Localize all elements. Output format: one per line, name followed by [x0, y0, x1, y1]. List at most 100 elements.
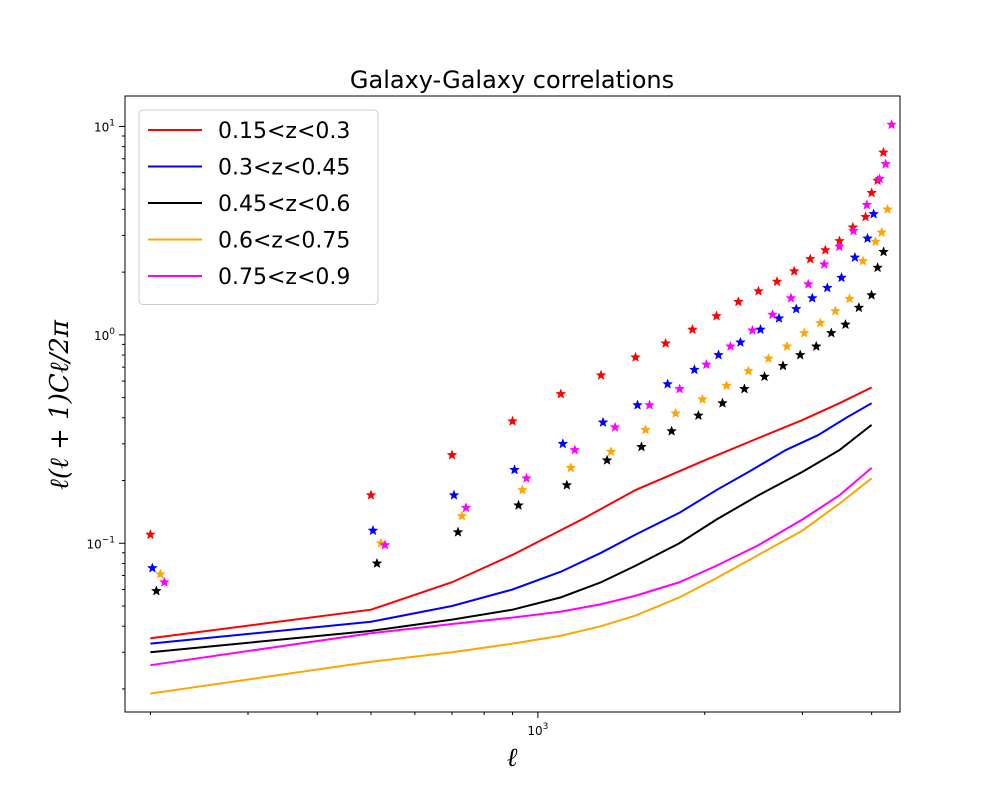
plot-area	[144, 118, 898, 695]
series-3-marker	[759, 370, 770, 382]
series-5-marker	[880, 158, 892, 169]
y-tick-label: 100	[94, 327, 115, 343]
series-5-marker	[785, 292, 797, 303]
y-tick-label: 10−1	[86, 535, 115, 551]
series-3-marker	[452, 526, 464, 537]
series-1-marker	[660, 337, 672, 349]
chart-title: Galaxy-Galaxy correlations	[350, 66, 674, 94]
series-2-marker	[849, 251, 861, 263]
series-5-marker	[460, 502, 472, 513]
series-2-marker	[597, 416, 609, 428]
series-1-marker	[732, 296, 744, 307]
series-5-marker	[833, 240, 845, 252]
series-4-marker	[456, 510, 468, 521]
series-5-marker	[746, 324, 758, 336]
series-3-marker	[878, 246, 890, 257]
series-5-marker	[609, 421, 621, 432]
series-3-marker	[717, 397, 728, 408]
series-2-marker	[773, 312, 785, 323]
series-4-marker	[670, 407, 682, 418]
series-2-marker	[713, 349, 724, 360]
series-2-marker	[688, 364, 700, 375]
series-2-marker	[509, 464, 520, 475]
series-2-marker	[806, 292, 818, 303]
series-2-marker	[557, 438, 569, 449]
series-3-marker	[692, 409, 704, 421]
series-5-marker	[379, 539, 391, 550]
legend-entry: 0.75<z<0.9	[218, 265, 350, 290]
y-tick-label: 101	[94, 118, 115, 134]
y-axis-label: ℓ(ℓ + 1)Cℓ/2π	[45, 319, 75, 490]
series-4-marker	[640, 424, 651, 435]
series-4-marker	[721, 380, 732, 391]
series-3-marker	[738, 383, 750, 394]
series-2-marker	[367, 524, 379, 536]
series-3-marker	[666, 425, 678, 436]
series-4-marker	[742, 365, 754, 376]
legend-box	[138, 109, 379, 305]
series-5-marker	[802, 278, 814, 289]
series-4-marker	[829, 305, 841, 316]
series-3-marker	[561, 479, 573, 490]
series-3-line	[150, 424, 873, 654]
series-2-marker	[662, 378, 674, 389]
series-4-marker	[870, 235, 881, 247]
series-5-marker	[818, 258, 830, 269]
series-2-marker	[734, 336, 746, 348]
series-4-marker	[696, 393, 708, 405]
series-5-marker	[886, 118, 898, 130]
series-5-marker	[158, 576, 170, 587]
series-4-marker	[798, 327, 810, 338]
series-3-marker	[777, 360, 789, 371]
series-1-marker	[804, 253, 816, 264]
series-1-marker	[788, 265, 800, 276]
series-4-marker	[763, 352, 774, 364]
x-axis-label: ℓ	[507, 743, 518, 773]
x-tick-label: 103	[527, 722, 548, 738]
series-3-marker	[825, 327, 837, 338]
series-4-marker	[154, 568, 166, 579]
series-4-marker	[876, 226, 888, 238]
series-3-marker	[636, 441, 647, 452]
series-3-marker	[840, 318, 851, 330]
series-5-marker	[874, 173, 885, 184]
series-2-marker	[448, 489, 460, 500]
series-1-marker	[711, 310, 722, 321]
series-5-marker	[674, 383, 686, 394]
series-1-marker	[819, 244, 831, 255]
series-1-marker	[860, 211, 871, 222]
series-2-marker	[836, 272, 847, 283]
series-2-marker	[862, 232, 873, 244]
series-4-marker	[857, 255, 869, 266]
series-4-marker	[605, 445, 617, 457]
series-1-marker	[144, 528, 156, 540]
series-5-marker	[644, 399, 655, 410]
series-2-marker	[790, 303, 802, 314]
series-1-marker	[595, 369, 607, 380]
legend-entry: 0.3<z<0.45	[218, 156, 350, 181]
legend-entry: 0.15<z<0.3	[218, 119, 350, 144]
series-1-line	[150, 386, 873, 640]
axes: 103 10−1 100 101	[86, 95, 901, 738]
series-5-marker	[700, 358, 712, 370]
series-2-marker	[632, 399, 643, 410]
series-4-marker	[565, 462, 577, 473]
series-3-marker	[872, 261, 884, 273]
series-4-marker	[814, 317, 826, 328]
series-3-marker	[794, 349, 806, 360]
series-1-marker	[753, 285, 764, 296]
legend: 0.15<z<0.3 0.3<z<0.45 0.45<z<0.6 0.6<z<0.75…	[138, 109, 379, 305]
series-5-line	[150, 467, 873, 667]
series-1-marker	[771, 275, 783, 287]
series-3-marker	[513, 499, 524, 510]
series-1-marker	[686, 323, 698, 335]
series-2-marker	[821, 282, 833, 293]
legend-entry: 0.45<z<0.6	[218, 192, 350, 217]
series-4-marker	[781, 340, 793, 352]
series-3-marker	[810, 340, 822, 352]
series-3-marker	[853, 301, 865, 313]
series-5-marker	[861, 199, 873, 210]
series-5-marker	[767, 308, 778, 320]
series-4-marker	[844, 293, 855, 304]
series-1-marker	[446, 449, 458, 460]
